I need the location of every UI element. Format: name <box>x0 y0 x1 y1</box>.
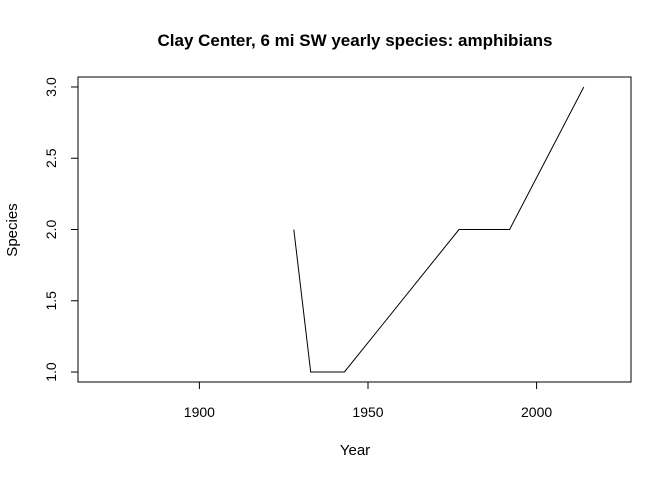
x-axis: 1900 1950 2000 <box>184 381 552 420</box>
y-tick-label: 2.5 <box>43 148 59 168</box>
series-line <box>293 86 585 373</box>
y-axis: 1.0 1.5 2.0 2.5 3.0 <box>43 77 79 382</box>
y-axis-label: Species <box>4 203 21 256</box>
series-layer <box>293 86 585 373</box>
chart-title: Clay Center, 6 mi SW yearly species: amp… <box>158 31 553 50</box>
y-tick-label: 1.5 <box>43 291 59 311</box>
x-tick-label: 1900 <box>184 404 215 420</box>
y-tick-label: 3.0 <box>43 77 59 97</box>
plot-frame <box>77 76 632 383</box>
y-tick-label: 2.0 <box>43 220 59 240</box>
y-tick-label: 1.0 <box>43 362 59 382</box>
x-axis-label: Year <box>340 442 370 459</box>
x-tick-label: 1950 <box>352 404 383 420</box>
x-tick-label: 2000 <box>521 404 552 420</box>
